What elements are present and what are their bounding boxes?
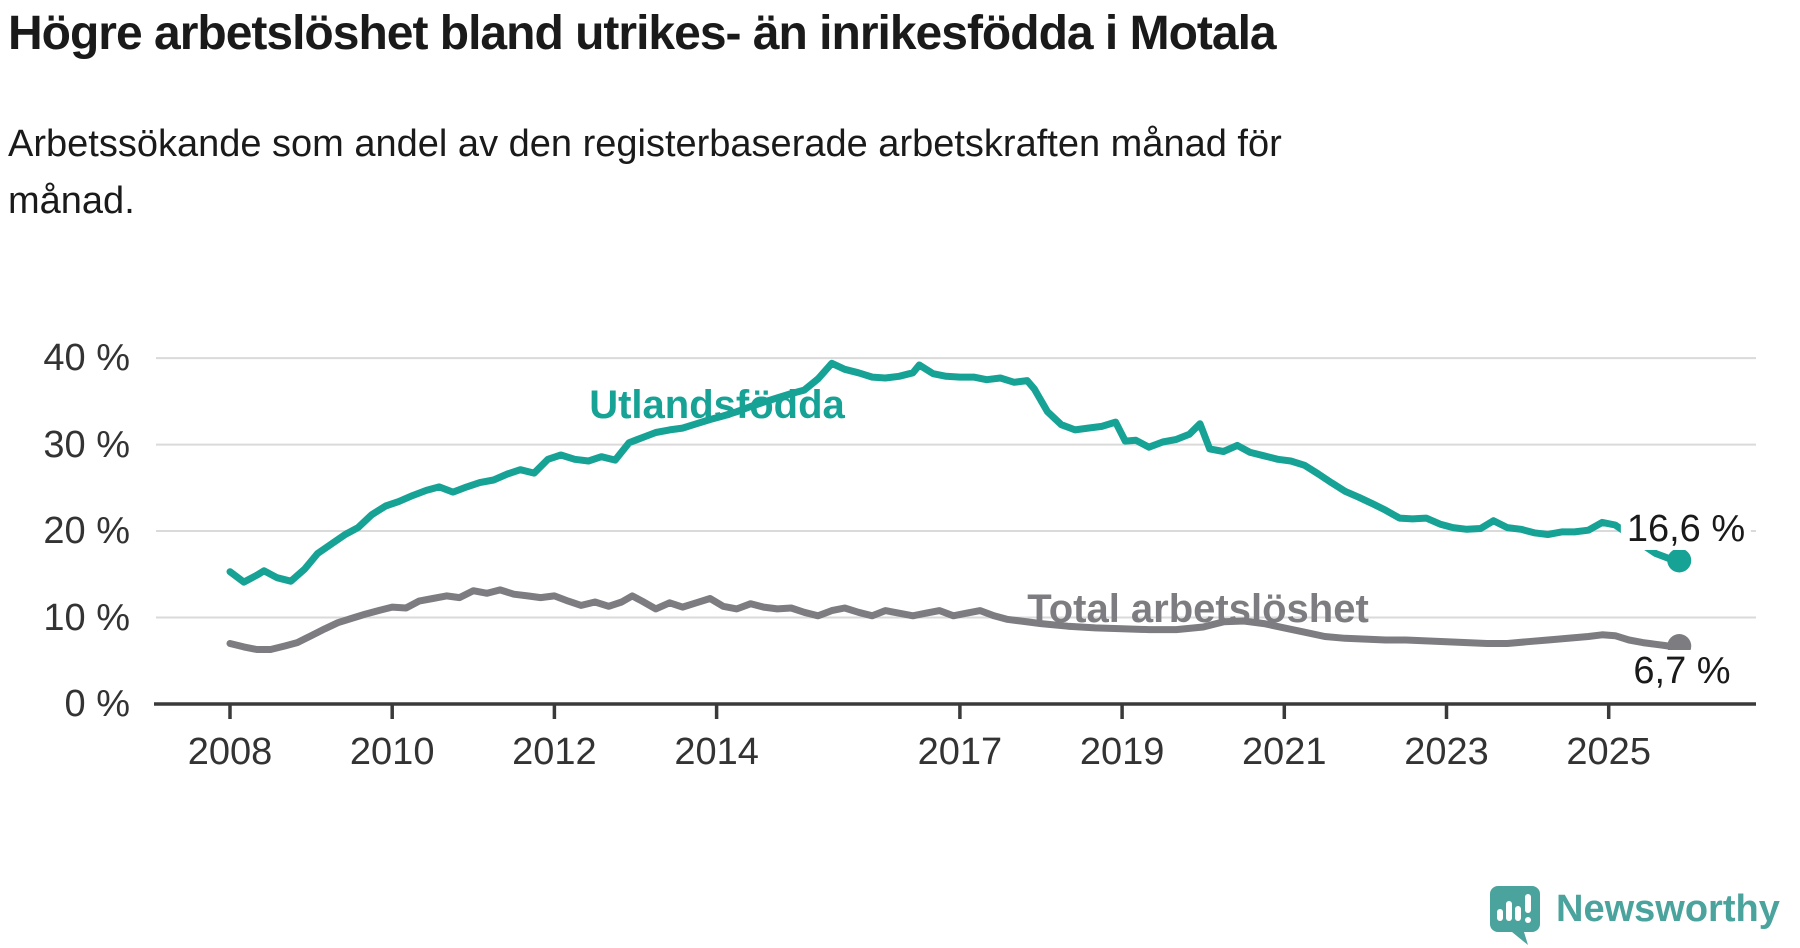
series-line-utlandsfodda: [226, 359, 1683, 586]
x-axis-tick-label: 2019: [1079, 731, 1165, 773]
newsworthy-logo-icon: [1490, 886, 1540, 945]
y-axis-tick-label: 0 %: [64, 683, 130, 725]
series-label-utlandsfodda: Utlandsfödda: [589, 383, 845, 427]
x-axis-tick-label: 2021: [1242, 731, 1327, 773]
y-axis-tick-label: 30 %: [43, 423, 130, 466]
logo-mini-bars: [1497, 894, 1531, 923]
end-value-label-utlandsfodda: 16,6 %: [1620, 508, 1752, 550]
newsworthy-logo-text: Newsworthy: [1556, 888, 1780, 930]
x-axis-tick-label: 2012: [512, 731, 597, 773]
series-end-dot-utlandsfodda: [1667, 548, 1692, 573]
x-axis-tick-label: 2008: [187, 731, 273, 773]
end-value-label-total: 6,7 %: [1627, 650, 1737, 692]
series-label-total-arbetsloshet: Total arbetslöshet: [1027, 587, 1369, 631]
page-title: Högre arbetslöshet bland utrikes- än inr…: [8, 7, 1277, 60]
x-axis-tick-label: 2014: [674, 731, 759, 773]
x-axis-tick-label: 2023: [1404, 731, 1489, 773]
x-axis-tick-label: 2025: [1566, 731, 1651, 773]
y-axis-tick-label: 20 %: [43, 510, 130, 553]
x-axis-tick-label: 2010: [349, 731, 435, 773]
x-axis-tick-label: 2017: [917, 731, 1003, 773]
y-axis-tick-label: 40 %: [43, 337, 130, 380]
y-axis-tick-label: 10 %: [43, 596, 130, 639]
chart-subtitle: Arbetssökande som andel av den registerb…: [8, 123, 1282, 222]
series-line-total: [226, 586, 1683, 653]
